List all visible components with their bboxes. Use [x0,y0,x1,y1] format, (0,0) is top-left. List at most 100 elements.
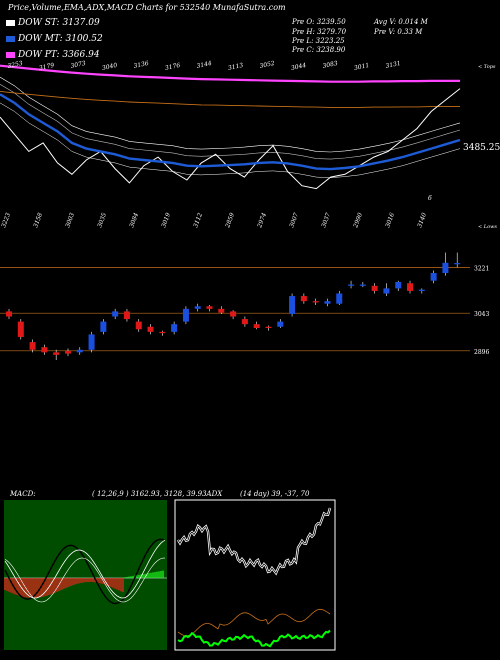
low-label: 2990 [352,212,364,230]
series-line-dow-pt [0,64,460,83]
candle-body [17,321,24,337]
candle-body [123,311,130,320]
candle-body [371,285,378,291]
price-level-label: 2896 [474,349,489,356]
candle-body [147,326,154,332]
candle-body [348,284,355,286]
top-label: 3052 [259,60,276,70]
candle-body [194,306,201,309]
low-label: 3158 [32,212,44,229]
macd-background [4,500,167,650]
candle-body [6,311,12,317]
low-label: 3035 [96,212,108,229]
series-line-dow-st [0,88,461,190]
candle-body [359,284,366,286]
candle-body [171,324,178,332]
info-pre-close: Pre C: 3238.90 [292,46,346,54]
macd-extra-line [4,557,165,603]
chart-title: Price,Volume,EMA,ADX,MACD Charts for 532… [8,3,286,12]
adx-panel [174,499,336,651]
candle-body [336,293,343,304]
macd-panel [4,500,167,650]
legend-dow-st: DOW ST: 3137.09 [6,18,100,28]
candle-body [41,347,48,353]
legend-dow-pt: DOW PT: 3366.94 [6,50,100,60]
legend-label: DOW MT: 3100.52 [18,34,103,44]
candle-panel: 3221 3043 2896 3223 3158 3003 3035 3084 3019 3112… [0,212,497,360]
price-ema-panel: 3253 3179 3073 3040 3136 3176 3144 3113 3052 3044… [0,60,500,202]
candle-body [64,351,71,354]
candle-body [300,296,307,302]
adx-plus-di-line [177,629,331,648]
candle-body [454,263,461,265]
adx-line-inner [177,507,331,574]
candle-body [253,324,260,329]
lows-label: < Lows [478,224,497,230]
info-pre-high: Pre H: 3279.70 [292,28,347,36]
tops-label: < Tops [478,64,496,70]
candle-body [230,311,237,317]
low-label: 3019 [160,212,172,229]
low-label: 3016 [384,212,396,229]
candle-body [112,311,119,317]
info-avg-volume: Avg V: 0.014 M [374,18,428,26]
legend-label: DOW PT: 3366.94 [18,50,100,60]
low-label: 3112 [192,212,204,229]
candle-body [241,319,248,325]
candle-body [289,296,296,314]
macd-label: MACD: [10,490,36,498]
legend-swatch [6,19,15,26]
candle-body [218,308,225,313]
top-label: 3011 [353,62,369,72]
top-label: 3136 [133,60,150,70]
candle-body [135,321,142,330]
adx-minus-di-line [177,608,331,637]
info-pre-low: Pre L: 3223.25 [292,37,345,45]
ema-orange-line [0,90,460,108]
top-label: 3044 [290,62,307,72]
candle-body [159,331,166,334]
top-label: 3131 [385,60,401,70]
price-level-label: 3043 [474,311,489,318]
candle-body [76,349,83,353]
candle-body [442,262,449,274]
top-label: 3073 [70,60,87,70]
candle-body [100,321,107,332]
candle-body [324,301,331,304]
candle-body [265,326,272,329]
legend-swatch [6,51,15,58]
info-pre-volume: Pre V: 0.33 M [374,28,423,36]
top-label: 3113 [227,62,244,72]
candle-body [88,334,95,350]
candle-body [383,288,390,294]
legend-label: DOW ST: 3137.09 [18,18,100,28]
top-label: 3040 [101,62,118,72]
ema-envelope-lower [0,102,461,178]
top-label: 3083 [322,60,339,70]
macd-signal-line [4,539,166,599]
candle-body [407,283,414,291]
series-line-dow-mt [0,93,461,171]
adx-label: (14 day) 39, -37, 70 [240,490,310,498]
top-label: 3176 [164,62,181,72]
macd-values: ( 12,26,9 ) 3162.93, 3128, 39.93ADX [92,490,223,498]
ema-envelope-mid [0,84,461,160]
top-label: 3179 [38,62,55,72]
ema-envelope-upper [0,76,461,153]
legend-swatch [6,35,15,42]
small-label: 6 [428,195,432,202]
legend-dow-mt: DOW MT: 3100.52 [6,34,103,44]
candle-body [206,306,213,309]
low-label: 3084 [128,212,140,229]
low-label: 3007 [288,212,300,229]
low-label: 3003 [64,212,76,229]
candle-body [29,342,36,350]
candle-body [182,308,189,322]
candle-body [53,352,60,355]
info-pre-open: Pre O: 3239.50 [292,18,346,26]
value-label: 3485.25 [463,143,500,153]
candle-body [418,289,425,291]
price-level-label: 3221 [474,266,489,273]
low-label: 3037 [320,212,332,229]
